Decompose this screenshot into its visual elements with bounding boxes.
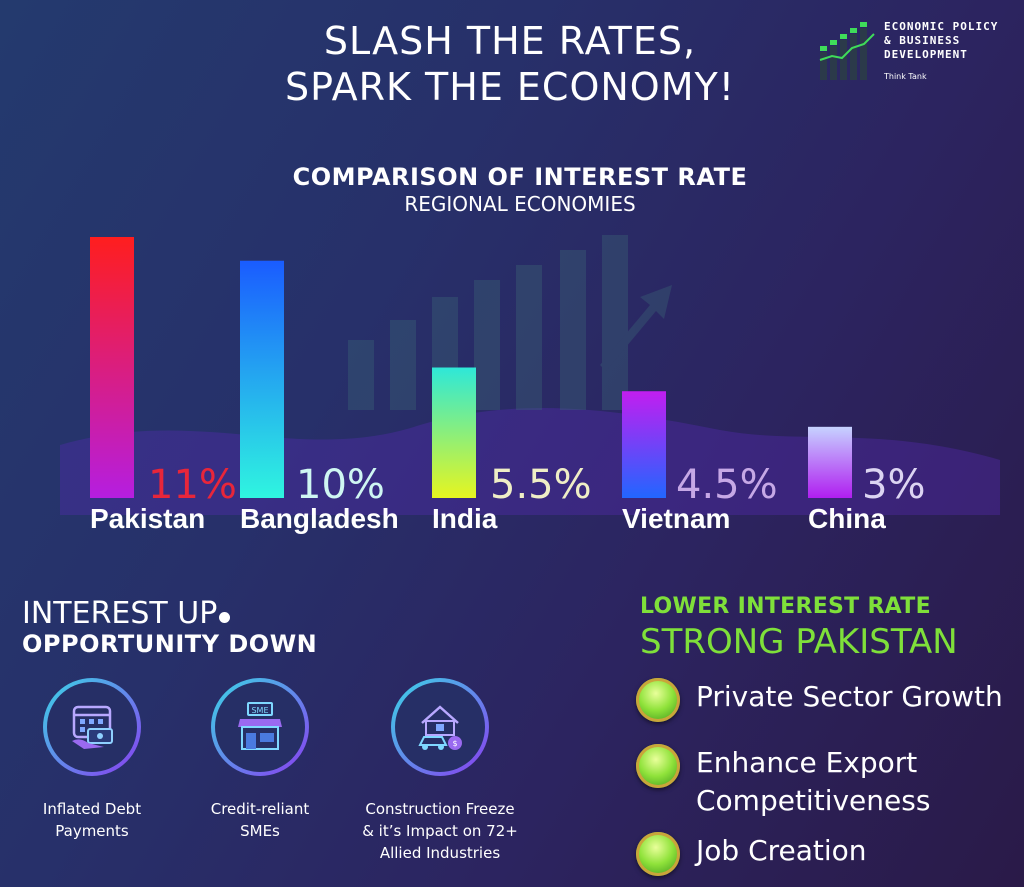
impact-label-construction-line-1: Construction Freeze <box>365 800 515 818</box>
chart-title: COMPARISON OF INTEREST RATE <box>292 163 748 191</box>
sme-sign-text: SME <box>251 706 268 715</box>
value-label-bangladesh: 10% <box>296 462 385 508</box>
background-arrow <box>348 235 672 410</box>
think-tank-logo: ECONOMIC POLICY & BUSINESS DEVELOPMENT T… <box>818 18 1018 90</box>
impact-item-construction: $ Construction Freeze & it’s Impact on 7… <box>340 678 540 864</box>
bar-vietnam <box>622 391 666 498</box>
impact-label-smes-line-2: SMEs <box>240 822 280 840</box>
headline: SLASH THE RATES, SPARK THE ECONOMY! <box>200 18 820 110</box>
impact-subtitle: OPPORTUNITY DOWN <box>22 630 318 658</box>
calendar-money-icon <box>43 678 141 776</box>
headline-line-1: SLASH THE RATES, <box>323 19 697 63</box>
value-label-pakistan: 11% <box>148 462 237 508</box>
impact-label-debt-line-2: Payments <box>55 822 129 840</box>
value-label-vietnam: 4.5% <box>676 462 778 508</box>
green-bullet-icon <box>636 678 680 722</box>
green-bullet-icon <box>636 832 680 876</box>
benefit-item-jobs: Job Creation <box>636 832 867 876</box>
growth-bars-logo-icon <box>819 22 875 80</box>
background-wave <box>60 408 1000 515</box>
chart-subtitle: REGIONAL ECONOMIES <box>404 192 636 216</box>
svg-text:$: $ <box>452 739 457 748</box>
benefits-subtitle: STRONG PAKISTAN <box>640 622 958 662</box>
category-label-vietnam: Vietnam <box>622 503 730 534</box>
impact-label-construction-line-3: Allied Industries <box>379 844 501 862</box>
category-label-india: India <box>432 503 498 534</box>
impact-title-text: INTEREST UP <box>22 596 218 631</box>
benefit-jobs-line-1: Job Creation <box>696 834 867 867</box>
value-label-china: 3% <box>862 462 925 508</box>
benefit-text-private-sector: Private Sector Growth <box>696 678 1003 716</box>
impact-item-debt: Inflated Debt Payments <box>0 678 192 842</box>
benefit-item-export: Enhance Export Competitiveness <box>636 744 930 820</box>
green-bullet-icon <box>636 744 680 788</box>
impact-label-debt-line-1: Inflated Debt <box>42 800 142 818</box>
impact-title: INTEREST UP <box>22 596 231 631</box>
benefit-item-private-sector: Private Sector Growth <box>636 678 1003 722</box>
benefit-private-sector-line-1: Private Sector Growth <box>696 680 1003 713</box>
impact-label-debt: Inflated Debt Payments <box>0 798 192 842</box>
impact-label-smes-line-1: Credit-reliant <box>210 800 310 818</box>
category-label-pakistan: Pakistan <box>90 503 205 534</box>
value-label-india: 5.5% <box>490 462 592 508</box>
bar-pakistan <box>90 237 134 498</box>
dot-icon <box>219 612 231 623</box>
house-car-icon: $ <box>391 678 489 776</box>
benefit-export-line-1: Enhance Export <box>696 746 918 779</box>
category-label-china: China <box>808 503 886 534</box>
impact-label-smes: Credit-reliant SMEs <box>160 798 360 842</box>
logo-name: ECONOMIC POLICY & BUSINESS DEVELOPMENT <box>884 20 999 61</box>
interest-rate-bar-chart: 11%Pakistan 10%Bangladesh 5.5%India 4.5%Vie… <box>60 235 1000 534</box>
impact-label-construction-line-2: & it’s Impact on 72+ <box>362 822 518 840</box>
logo-tagline: Think Tank <box>884 72 927 81</box>
category-label-bangladesh: Bangladesh <box>240 503 399 534</box>
impact-item-smes: SME Credit-reliant SMEs <box>160 678 360 842</box>
bar-bangladesh <box>240 260 284 498</box>
benefits-title: LOWER INTEREST RATE <box>640 594 931 619</box>
sme-shop-icon: SME <box>211 678 309 776</box>
benefit-text-jobs: Job Creation <box>696 832 867 870</box>
bar-india <box>432 367 476 498</box>
benefit-export-line-2: Competitiveness <box>696 784 931 817</box>
impact-label-construction: Construction Freeze & it’s Impact on 72+… <box>340 798 540 864</box>
bar-china <box>808 426 852 498</box>
headline-line-2: SPARK THE ECONOMY! <box>285 65 735 109</box>
benefit-text-export: Enhance Export Competitiveness <box>696 744 930 820</box>
